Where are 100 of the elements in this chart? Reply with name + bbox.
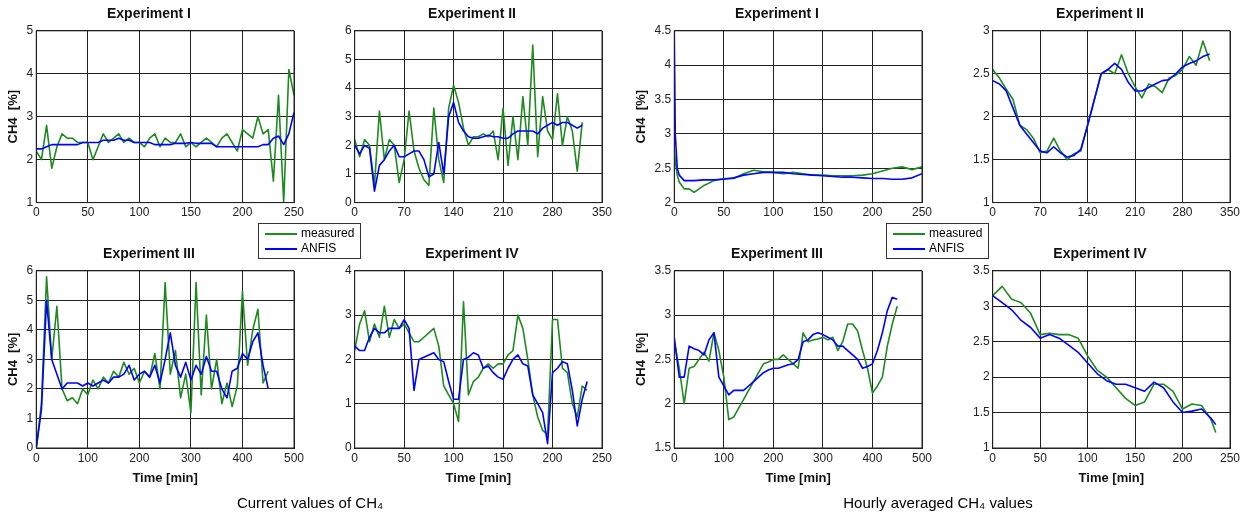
y-tick-label: 3.5: [654, 263, 672, 278]
y-tick-label: 2: [982, 369, 990, 384]
y-tick-label: 5: [26, 23, 34, 38]
x-tick-label: 500: [283, 450, 305, 465]
y-tick-label: 2: [664, 194, 672, 209]
y-tick-label: 2: [982, 109, 990, 124]
x-tick-label: 50: [397, 450, 412, 465]
x-tick-label: 210: [493, 205, 514, 220]
x-tick-label: 100: [1077, 450, 1098, 465]
y-tick-label: 4: [26, 66, 34, 81]
y-tick-label: 3: [344, 307, 352, 322]
x-tick-label: 50: [1033, 450, 1048, 465]
x-axis-title: Time [min]: [1078, 469, 1145, 485]
y-tick-label: 3: [982, 23, 990, 38]
y-tick-label: 2: [344, 137, 352, 152]
y-tick-label: 3: [26, 351, 34, 366]
x-tick-label: 150: [493, 450, 514, 465]
x-axis-title: Time [min]: [445, 469, 512, 485]
y-tick-label: 1: [26, 194, 34, 209]
chart-title: Experiment II: [1056, 5, 1144, 22]
y-tick-label: 1: [26, 410, 34, 425]
x-tick-label: 350: [591, 205, 613, 220]
y-tick-label: 1: [982, 194, 990, 209]
x-tick-label: 150: [812, 205, 834, 220]
x-tick-label: 200: [129, 450, 150, 465]
y-tick-label: 2: [26, 151, 34, 166]
chart-title: Experiment II: [428, 5, 516, 22]
x-tick-label: 350: [1219, 205, 1241, 220]
y-tick-label: 4: [664, 57, 672, 72]
x-tick-label: 500: [911, 450, 933, 465]
x-tick-label: 250: [591, 450, 613, 465]
y-tick-label: 2.5: [972, 333, 990, 348]
y-tick-label: 1: [344, 166, 352, 181]
chart-title: Experiment IV: [425, 245, 520, 262]
legend-label: measured: [929, 226, 983, 241]
x-tick-label: 250: [1219, 450, 1241, 465]
y-tick-label: 4: [344, 80, 352, 95]
x-tick-label: 100: [77, 450, 99, 465]
x-tick-label: 400: [232, 450, 253, 465]
y-tick-label: 3: [664, 126, 672, 141]
y-tick-label: 3: [982, 298, 990, 313]
x-tick-label: 250: [911, 205, 933, 220]
x-tick-label: 300: [180, 450, 202, 465]
text: Current values of CH₄: [235, 494, 385, 511]
x-tick-label: 100: [763, 205, 784, 220]
chart-title: Experiment III: [731, 245, 823, 262]
y-tick-label: 1.5: [972, 151, 990, 166]
x-tick-label: 200: [862, 205, 883, 220]
x-axis-title: Time [min]: [132, 469, 198, 485]
y-tick-label: 1.5: [654, 440, 672, 455]
x-tick-label: 100: [713, 450, 735, 465]
y-tick-label: 4: [344, 263, 352, 278]
y-tick-label: 2.5: [654, 351, 672, 366]
legend-label: ANFIS: [301, 241, 337, 256]
y-axis-title: CH4 [%]: [5, 89, 21, 144]
y-tick-label: 2.5: [972, 66, 990, 81]
x-tick-label: 210: [1125, 205, 1146, 220]
x-tick-label: 200: [542, 450, 563, 465]
y-tick-label: 2: [664, 396, 672, 411]
y-tick-label: 1: [982, 440, 990, 455]
y-tick-label: 4.5: [654, 23, 672, 38]
x-tick-label: 100: [443, 450, 464, 465]
y-tick-label: 6: [26, 263, 34, 278]
x-axis-title: Time [min]: [765, 469, 831, 485]
x-tick-label: 150: [1125, 450, 1146, 465]
x-tick-label: 200: [1172, 450, 1193, 465]
y-tick-label: 2.5: [654, 160, 672, 175]
x-tick-label: 100: [129, 205, 150, 220]
chart-title: Experiment III: [103, 245, 195, 262]
y-axis-title: CH4 [%]: [633, 89, 649, 144]
chart-title: Experiment I: [734, 5, 820, 22]
y-tick-label: 0: [26, 440, 34, 455]
legend-label: ANFIS: [929, 241, 965, 256]
x-tick-label: 70: [1033, 205, 1048, 220]
x-tick-label: 280: [542, 205, 563, 220]
x-tick-label: 50: [81, 205, 95, 220]
x-tick-label: 300: [812, 450, 834, 465]
y-tick-label: 0: [344, 194, 352, 209]
x-tick-label: 200: [763, 450, 784, 465]
y-tick-label: 3.5: [972, 263, 990, 278]
y-tick-label: 5: [26, 292, 34, 307]
x-tick-label: 140: [1077, 205, 1098, 220]
y-tick-label: 3: [664, 307, 672, 322]
y-tick-label: 3: [26, 109, 34, 124]
y-tick-label: 2: [26, 381, 34, 396]
y-axis-title: CH4 [%]: [633, 332, 649, 387]
legend-label: measured: [301, 226, 355, 241]
y-tick-label: 1: [344, 396, 352, 411]
x-tick-label: 200: [232, 205, 253, 220]
y-axis-title: CH4 [%]: [5, 332, 21, 387]
y-tick-label: 3: [344, 109, 352, 124]
y-tick-label: 4: [26, 322, 34, 337]
x-tick-label: 400: [862, 450, 883, 465]
x-tick-label: 280: [1172, 205, 1193, 220]
x-tick-label: 70: [397, 205, 412, 220]
y-tick-label: 3.5: [654, 91, 672, 106]
y-tick-label: 6: [344, 23, 352, 38]
x-tick-label: 140: [443, 205, 464, 220]
y-tick-label: 0: [344, 440, 352, 455]
x-tick-label: 50: [717, 205, 731, 220]
